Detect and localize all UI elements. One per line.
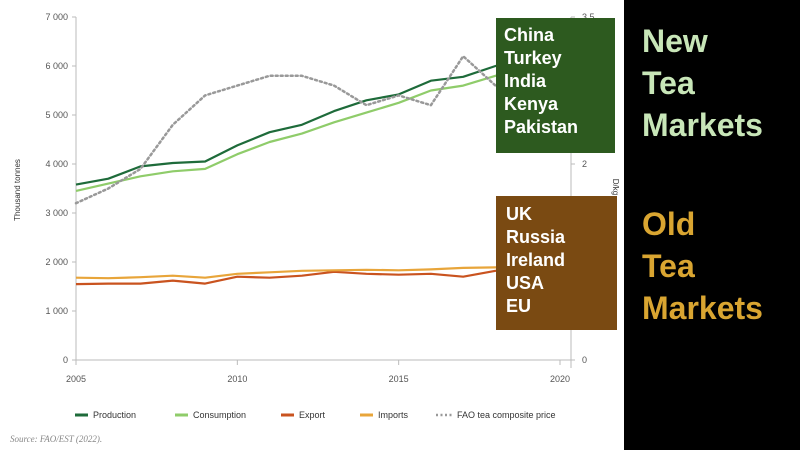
- country-label: China: [504, 25, 555, 45]
- x-tick-label: 2015: [389, 374, 409, 384]
- legend-label: Consumption: [193, 410, 246, 420]
- country-label: India: [504, 71, 547, 91]
- country-label: EU: [506, 296, 532, 316]
- label-word: Tea: [642, 65, 695, 101]
- y-tick-label: 7 000: [45, 12, 68, 22]
- legend-label: Production: [93, 410, 136, 420]
- y2-tick-label: 0: [582, 355, 587, 365]
- label-word: Old: [642, 206, 696, 242]
- y-tick-label: 4 000: [45, 159, 68, 169]
- source-note: Source: FAO/EST (2022).: [10, 434, 102, 444]
- country-label: Ireland: [506, 250, 566, 270]
- label-word: Markets: [642, 107, 763, 143]
- side-panel: New Tea Markets Old Tea Markets: [624, 0, 800, 450]
- new-markets-countries-box: China Turkey India Kenya Pakistan: [496, 18, 615, 153]
- label-word: Tea: [642, 248, 695, 284]
- legend-label: Export: [299, 410, 326, 420]
- legend-label: Imports: [378, 410, 409, 420]
- y-tick-label: 2 000: [45, 257, 68, 267]
- old-tea-markets-label: Old Tea Markets: [642, 203, 763, 329]
- y-tick-label: 3 000: [45, 208, 68, 218]
- country-label: USA: [506, 273, 545, 293]
- country-label: Kenya: [504, 94, 559, 114]
- label-word: Markets: [642, 290, 763, 326]
- country-label: Pakistan: [504, 117, 579, 137]
- series-lines: [74, 54, 529, 286]
- country-label: UK: [506, 204, 532, 224]
- y-axis-title: Thousand tonnes: [13, 159, 22, 221]
- x-tick-label: 2010: [227, 374, 247, 384]
- series-line-production: [75, 55, 529, 186]
- y-tick-label: 6 000: [45, 61, 68, 71]
- country-label: Russia: [506, 227, 566, 247]
- series-line-imports: [75, 265, 528, 280]
- x-tick-label: 2005: [66, 374, 86, 384]
- label-word: New: [642, 23, 708, 59]
- legend-label: FAO tea composite price: [457, 410, 556, 420]
- old-markets-countries-box: UK Russia Ireland USA EU: [496, 196, 617, 330]
- legend: Production Consumption Export Imports FAO te…: [75, 410, 556, 420]
- series-line-export: [75, 268, 528, 286]
- x-tick-label: 2020: [550, 374, 570, 384]
- y-tick-label: 1 000: [45, 306, 68, 316]
- y2-tick-label: 3.5: [582, 12, 595, 22]
- country-label: Turkey: [504, 48, 562, 68]
- new-tea-markets-label: New Tea Markets: [642, 20, 763, 146]
- y2-tick-label: 2: [582, 159, 587, 169]
- tea-market-chart: 0 1 000 2 000 3 000 4 000 5 000 6 000 7 000 0 2 3.…: [10, 12, 620, 444]
- y-tick-label: 0: [63, 355, 68, 365]
- y-tick-label: 5 000: [45, 110, 68, 120]
- series-line-consumption: [75, 64, 529, 192]
- series-line-fao-tea-composite-price: [74, 54, 529, 205]
- y2-axis-title: D/kg: [611, 179, 620, 195]
